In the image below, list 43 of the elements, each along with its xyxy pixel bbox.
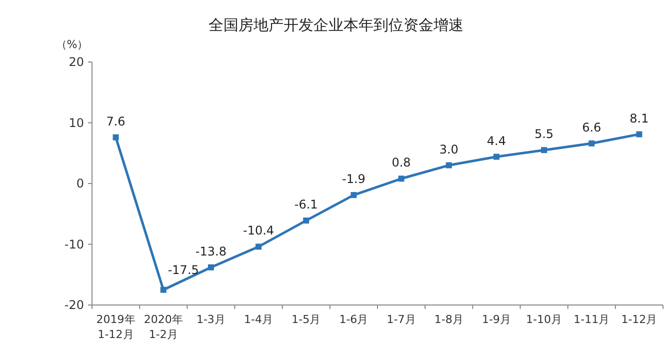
y-axis-title: （%）: [56, 38, 88, 51]
x-tick-label: 2020年 1-2月: [144, 313, 183, 341]
data-label: -10.4: [243, 224, 274, 238]
data-label: -17.5: [168, 262, 199, 277]
data-label: -6.1: [294, 198, 318, 212]
data-label: 0.8: [392, 156, 411, 170]
x-tick-label: 1-4月: [244, 313, 274, 326]
point: [588, 140, 595, 146]
point: [350, 192, 357, 198]
data-label: -1.9: [342, 172, 366, 186]
point: [303, 218, 310, 224]
data-label: 5.5: [534, 127, 554, 142]
x-tick-label: 1-3月: [196, 313, 226, 326]
data-label: -13.8: [195, 244, 226, 258]
y-tick-label: 0: [76, 176, 84, 190]
data-label: 3.0: [439, 142, 458, 156]
y-tick-label: 10: [68, 116, 84, 130]
x-tick-label: 1-8月: [434, 313, 464, 326]
data-label: 6.6: [582, 120, 602, 134]
y-tick-label: -20: [64, 298, 84, 312]
y-tick-label: 20: [68, 55, 84, 69]
x-tick-label: 1-12月: [621, 313, 658, 326]
x-tick-label: 1-9月: [482, 313, 511, 326]
y-tick-label: -10: [64, 237, 84, 252]
chart-title: 全国房地产开发企业本年到位资金增速: [208, 16, 464, 34]
x-tick-label: 1-6月: [339, 313, 368, 326]
point: [636, 131, 642, 138]
x-tick-label: 1-10月: [526, 313, 562, 326]
point: [112, 134, 119, 140]
data-label: 8.1: [630, 111, 649, 126]
x-tick-label: 1-11月: [574, 313, 610, 326]
point: [256, 244, 262, 250]
point: [446, 162, 452, 168]
x-tick-label: 2019年 1-12月: [96, 313, 136, 341]
point: [493, 154, 500, 160]
data-label: 7.6: [106, 114, 126, 128]
x-tick-label: 1-7月: [386, 313, 416, 326]
point: [208, 264, 214, 270]
point: [541, 147, 548, 154]
x-tick-label: 1-5月: [292, 313, 321, 326]
point: [160, 286, 166, 293]
point: [398, 176, 404, 182]
data-label: 4.4: [486, 134, 506, 148]
